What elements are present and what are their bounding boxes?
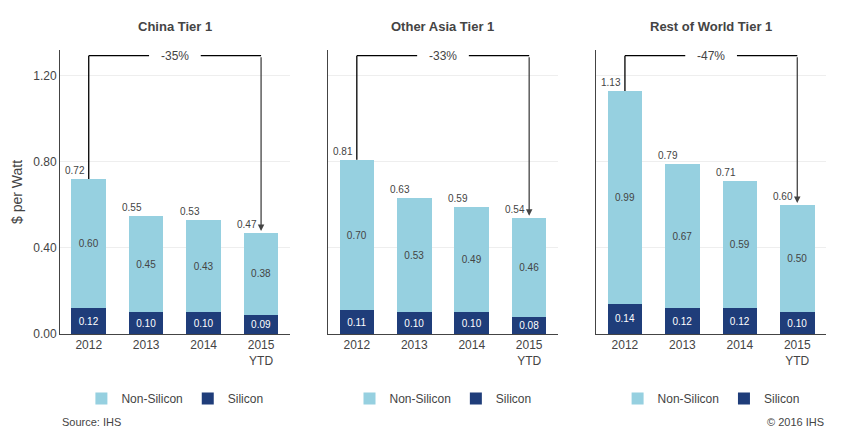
svg-text:Silicon: Silicon: [496, 392, 531, 406]
svg-text:Silicon: Silicon: [228, 392, 263, 406]
svg-text:0.54: 0.54: [505, 204, 525, 215]
svg-text:0.59: 0.59: [448, 193, 468, 204]
svg-text:1.13: 1.13: [601, 77, 621, 88]
svg-text:0.49: 0.49: [462, 254, 482, 265]
svg-text:0.59: 0.59: [730, 239, 750, 250]
svg-text:0.63: 0.63: [390, 184, 410, 195]
svg-text:0.12: 0.12: [730, 316, 750, 327]
svg-text:0.99: 0.99: [615, 192, 635, 203]
svg-text:0.50: 0.50: [787, 253, 807, 264]
svg-text:2015YTD: 2015YTD: [784, 338, 811, 368]
svg-text:2015YTD: 2015YTD: [248, 338, 275, 368]
svg-text:0.72: 0.72: [65, 165, 85, 176]
svg-text:0.10: 0.10: [462, 318, 482, 329]
svg-text:0.14: 0.14: [615, 313, 635, 324]
svg-text:0.11: 0.11: [347, 317, 366, 328]
svg-text:0.10: 0.10: [136, 318, 156, 329]
svg-text:0.55: 0.55: [122, 202, 142, 213]
svg-text:Other Asia Tier 1: Other Asia Tier 1: [391, 19, 494, 34]
svg-text:Source: IHS: Source: IHS: [62, 416, 121, 428]
svg-text:© 2016 IHS: © 2016 IHS: [767, 416, 824, 428]
svg-text:2012: 2012: [343, 338, 370, 352]
svg-text:0.00: 0.00: [33, 327, 57, 341]
svg-text:0.80: 0.80: [33, 155, 57, 169]
svg-text:2015YTD: 2015YTD: [516, 338, 543, 368]
svg-text:0.40: 0.40: [33, 241, 57, 255]
svg-text:Non-Silicon: Non-Silicon: [390, 392, 451, 406]
svg-text:0.71: 0.71: [716, 167, 736, 178]
svg-text:0.67: 0.67: [672, 231, 692, 242]
svg-text:0.53: 0.53: [180, 206, 200, 217]
svg-text:0.43: 0.43: [194, 261, 214, 272]
svg-text:0.81: 0.81: [333, 146, 353, 157]
svg-text:Rest of World Tier 1: Rest of World Tier 1: [650, 19, 772, 34]
svg-text:2012: 2012: [612, 338, 639, 352]
svg-text:0.45: 0.45: [136, 259, 156, 270]
svg-text:China Tier 1: China Tier 1: [138, 19, 212, 34]
svg-text:-47%: -47%: [697, 49, 725, 63]
svg-text:2013: 2013: [401, 338, 428, 352]
svg-text:1.20: 1.20: [33, 69, 57, 83]
svg-text:0.10: 0.10: [404, 318, 424, 329]
svg-text:0.09: 0.09: [251, 319, 271, 330]
svg-text:2014: 2014: [458, 338, 485, 352]
svg-text:-35%: -35%: [161, 49, 189, 63]
svg-text:2014: 2014: [726, 338, 753, 352]
svg-text:0.12: 0.12: [672, 316, 692, 327]
svg-text:2014: 2014: [190, 338, 217, 352]
svg-text:-33%: -33%: [429, 49, 457, 63]
svg-text:0.60: 0.60: [79, 238, 99, 249]
svg-text:0.08: 0.08: [519, 320, 539, 331]
svg-text:0.10: 0.10: [787, 318, 807, 329]
svg-text:2013: 2013: [133, 338, 160, 352]
svg-text:$ per Watt: $ per Watt: [9, 160, 25, 224]
svg-text:0.38: 0.38: [251, 268, 271, 279]
svg-text:0.79: 0.79: [658, 150, 678, 161]
svg-text:0.46: 0.46: [519, 262, 539, 273]
svg-text:0.70: 0.70: [347, 230, 367, 241]
svg-text:2012: 2012: [75, 338, 102, 352]
svg-text:Silicon: Silicon: [764, 392, 799, 406]
svg-text:Non-Silicon: Non-Silicon: [658, 392, 719, 406]
svg-text:0.10: 0.10: [194, 318, 214, 329]
svg-text:0.12: 0.12: [79, 316, 99, 327]
svg-text:Non-Silicon: Non-Silicon: [121, 392, 182, 406]
svg-text:0.53: 0.53: [404, 250, 424, 261]
svg-text:0.60: 0.60: [773, 191, 793, 202]
svg-text:2013: 2013: [669, 338, 696, 352]
svg-text:0.47: 0.47: [237, 219, 257, 230]
